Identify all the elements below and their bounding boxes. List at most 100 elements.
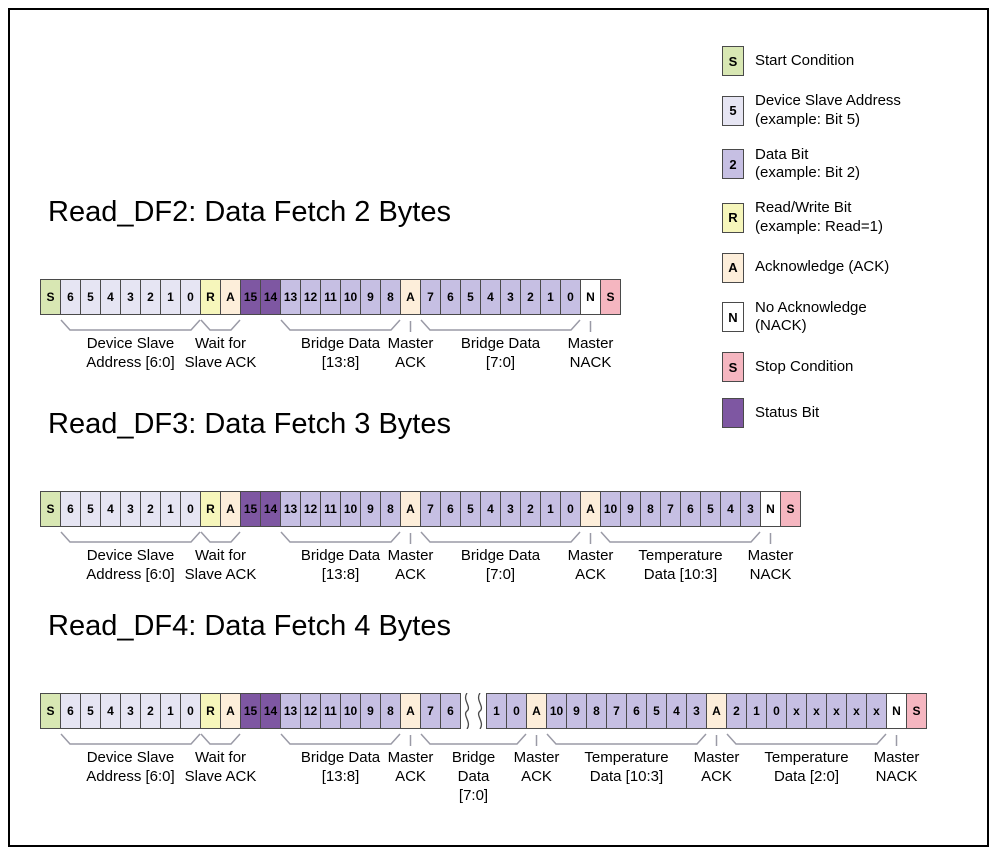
group-label: Device Slave Address [6:0]	[86, 547, 175, 583]
legend-item: R Read/Write Bit (example: Read=1)	[722, 199, 901, 237]
tick-line	[589, 321, 592, 332]
group-label: Bridge Data [7:0]	[460, 335, 541, 371]
tick-line	[409, 533, 412, 544]
bit-cell-data: 11	[320, 279, 341, 315]
bit-cell-status: 14	[260, 279, 281, 315]
bit-cell-start: S	[40, 693, 61, 729]
bit-cell-ack: A	[580, 491, 601, 527]
group-label: Master ACK	[387, 749, 434, 785]
group-label: Master ACK	[567, 547, 614, 583]
bit-cell-data: 5	[700, 491, 721, 527]
bit-cell-status: 15	[240, 279, 261, 315]
group-label: Wait for Slave ACK	[184, 335, 257, 371]
bit-cell-data: 7	[420, 693, 441, 729]
bit-cell-data: 9	[360, 491, 381, 527]
brace-line	[420, 531, 581, 543]
bit-cell-ack: A	[400, 279, 421, 315]
bit-cell-rw: R	[200, 279, 221, 315]
bit-cell-data: 13	[280, 279, 301, 315]
bit-cell-data: 8	[380, 491, 401, 527]
bit-cell-addr: 1	[160, 693, 181, 729]
legend-swatch-start: S	[722, 46, 744, 76]
legend-item: A Acknowledge (ACK)	[722, 252, 901, 283]
bit-cell-data: 5	[460, 279, 481, 315]
bit-cell-data: 8	[380, 279, 401, 315]
bit-cell-status: 14	[260, 693, 281, 729]
bit-cell-data: 3	[500, 279, 521, 315]
brace-line	[60, 733, 201, 745]
bit-cell-data: 9	[360, 693, 381, 729]
tick-line	[409, 321, 412, 332]
bit-cell-data: 6	[440, 279, 461, 315]
brace-line	[280, 733, 401, 745]
bit-cell-ack: A	[220, 693, 241, 729]
bit-cell-data: 10	[340, 279, 361, 315]
bit-group: Master NACK	[748, 530, 793, 583]
bit-group: Wait for Slave ACK	[185, 732, 256, 785]
bit-cell-nack: N	[886, 693, 907, 729]
bit-cell-data: 10	[600, 491, 621, 527]
bit-cell-stop: S	[906, 693, 927, 729]
legend-item: S Stop Condition	[722, 352, 901, 382]
legend-item: 2 Data Bit (example: Bit 2)	[722, 146, 901, 184]
bit-cell-status: 15	[240, 693, 261, 729]
bit-cell-data: 11	[320, 491, 341, 527]
legend-item: S Start Condition	[722, 46, 901, 76]
legend-swatch-stop: S	[722, 352, 744, 382]
bit-cell-addr: 4	[100, 693, 121, 729]
bit-group: Bridge Data [7:0]	[420, 318, 581, 371]
group-label: Temperature Data [2:0]	[764, 749, 849, 785]
group-label: Temperature Data [10:3]	[584, 749, 669, 785]
brace-line	[200, 531, 241, 543]
bit-cell-ack: A	[400, 693, 421, 729]
legend-swatch-addr: 5	[722, 95, 744, 126]
bit-cell-status: 15	[240, 491, 261, 527]
bit-cell-addr: 1	[160, 491, 181, 527]
bit-cell-addr: 1	[160, 279, 181, 315]
bit-cell-data: 4	[720, 491, 741, 527]
bit-group: Bridge Data [7:0]	[420, 530, 581, 583]
bit-group: Device Slave Address [6:0]	[60, 530, 201, 583]
group-label: Master NACK	[747, 547, 794, 583]
bit-cell-ack: A	[220, 491, 241, 527]
group-label: Master ACK	[513, 749, 560, 785]
bit-cell-rw: R	[200, 491, 221, 527]
bit-cell-start: S	[40, 279, 61, 315]
bit-cell-data: 9	[620, 491, 641, 527]
bit-group: Bridge Data [13:8]	[280, 318, 401, 371]
group-label: Bridge Data [13:8]	[300, 335, 381, 371]
bit-cell-ack: A	[706, 693, 727, 729]
legend-label: No Acknowledge (NACK)	[755, 298, 867, 335]
bit-cell-nack: N	[760, 491, 781, 527]
group-label: Bridge Data [13:8]	[300, 749, 381, 785]
bit-cell-data: 2	[726, 693, 747, 729]
bit-cell-data: 9	[360, 279, 381, 315]
brace-line	[280, 319, 401, 331]
legend-swatch-rw: R	[722, 202, 744, 233]
legend-label: Status Bit	[755, 403, 820, 421]
legend-item: 5 Device Slave Address (example: Bit 5)	[722, 92, 901, 130]
bit-cell-data: 5	[460, 491, 481, 527]
bit-cell-start: S	[40, 491, 61, 527]
group-label: Wait for Slave ACK	[184, 749, 257, 785]
bit-cell-addr: 6	[60, 279, 81, 315]
legend-label: Start Condition	[755, 51, 855, 69]
bit-cell-addr: 0	[180, 279, 201, 315]
bit-cell-addr: 3	[120, 693, 141, 729]
bit-cell-data: 7	[420, 279, 441, 315]
bit-cell-data: 9	[566, 693, 587, 729]
bit-cell-addr: 5	[80, 693, 101, 729]
bit-group: Wait for Slave ACK	[185, 530, 256, 583]
bit-cell-addr: 6	[60, 491, 81, 527]
bit-cell-data: 0	[766, 693, 787, 729]
legend-item: N No Acknowledge (NACK)	[722, 299, 901, 337]
bit-cell-addr: 2	[140, 491, 161, 527]
bit-cell-data: 6	[440, 693, 461, 729]
bit-cell-nack: N	[580, 279, 601, 315]
section-title: Read_DF4: Data Fetch 4 Bytes	[48, 610, 451, 642]
brace-line	[200, 319, 241, 331]
group-label: Master ACK	[693, 749, 740, 785]
bit-group: Temperature Data [10:3]	[546, 732, 707, 785]
bit-group: Master ACK	[514, 732, 559, 785]
